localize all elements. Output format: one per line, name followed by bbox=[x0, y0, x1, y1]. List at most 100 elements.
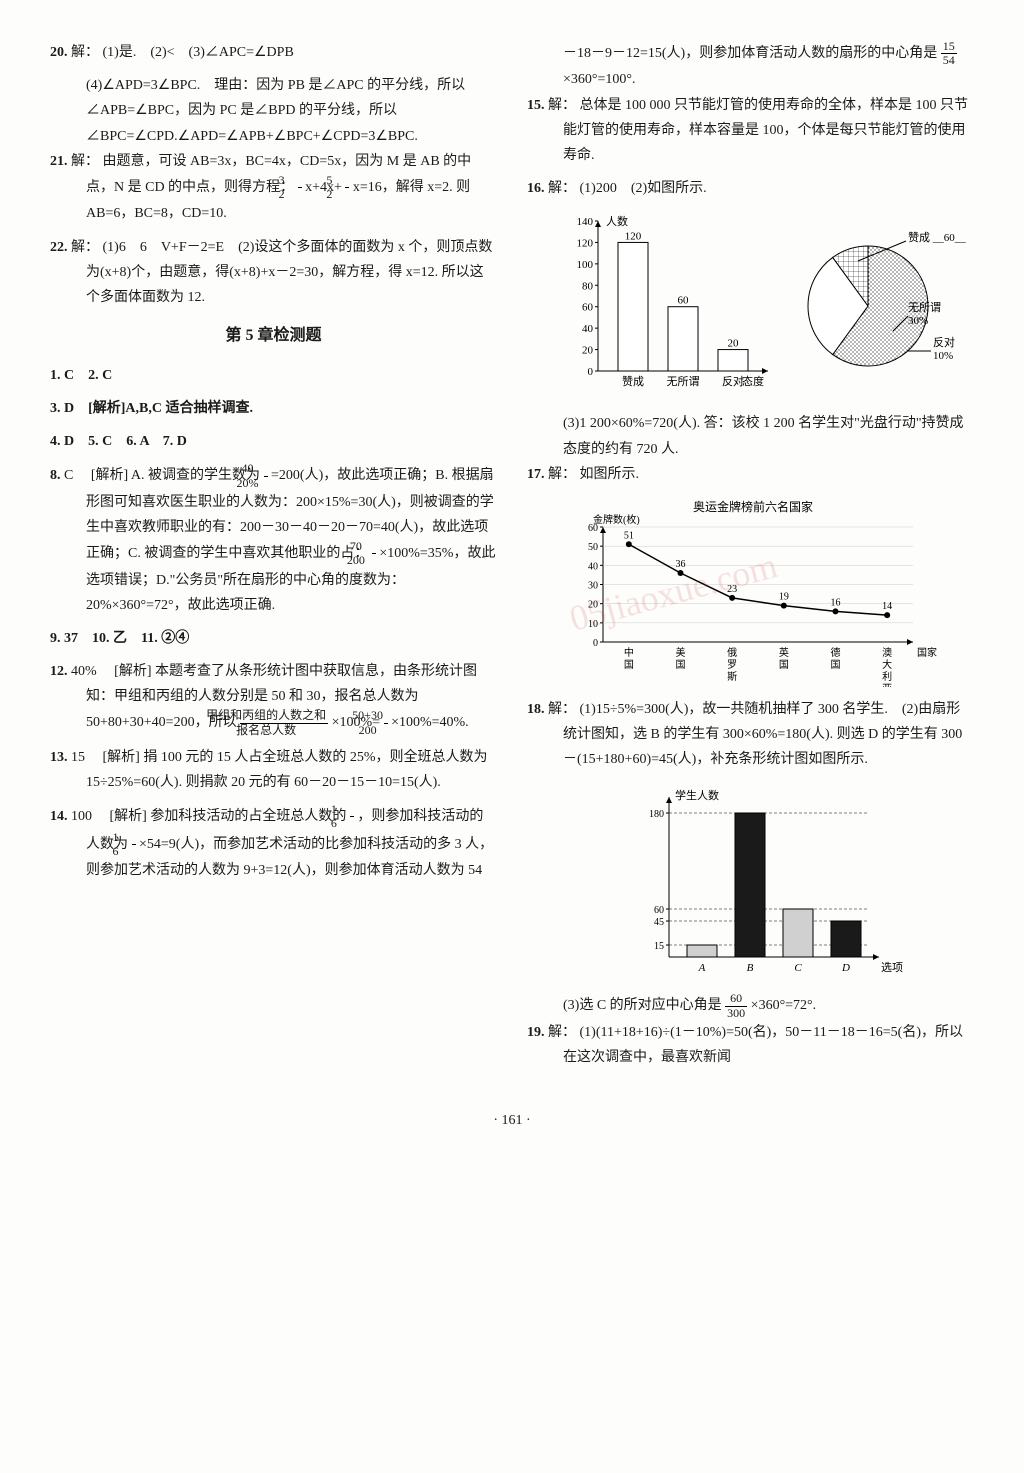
q-num: 8. bbox=[50, 468, 61, 483]
svg-text:15: 15 bbox=[654, 941, 664, 952]
q-num: 14. bbox=[50, 809, 68, 824]
q-text: (1)是. (2)< (3)∠APC=∠DPB bbox=[103, 45, 294, 60]
svg-text:赞成 __60__ %: 赞成 __60__ % bbox=[908, 231, 968, 244]
svg-text:30: 30 bbox=[588, 580, 598, 591]
svg-text:德: 德 bbox=[831, 646, 841, 659]
fraction: 70200 bbox=[372, 540, 376, 567]
svg-text:C: C bbox=[794, 962, 802, 974]
svg-text:中: 中 bbox=[624, 646, 634, 659]
q20-cont: (4)∠APD=3∠BPC. 理由：因为 PB 是∠APC 的平分线，所以∠AP… bbox=[50, 73, 497, 149]
q-num: 12. bbox=[50, 664, 68, 679]
a12: 12. 40% [解析] 本题考查了从条形统计图中获取信息，由条形统计图知：甲组… bbox=[50, 659, 497, 737]
svg-text:20: 20 bbox=[582, 345, 594, 357]
a16: 16. 解： (1)200 (2)如图所示. bbox=[527, 176, 974, 201]
svg-text:国: 国 bbox=[831, 659, 841, 671]
a9: 9. 37 10. 乙 11. ②④ bbox=[50, 626, 497, 651]
q-num: 22. bbox=[50, 240, 68, 255]
svg-text:36: 36 bbox=[676, 559, 686, 570]
a19: 19. 解： (1)(11+18+16)÷(1－10%)=50(名)，50－11… bbox=[527, 1020, 974, 1070]
svg-text:选项: 选项 bbox=[881, 961, 903, 974]
a1: 1. C 2. C bbox=[50, 363, 497, 388]
svg-text:14: 14 bbox=[882, 601, 892, 612]
a17: 17. 解： 如图所示. bbox=[527, 462, 974, 487]
svg-text:亚: 亚 bbox=[882, 684, 892, 687]
fraction: 16 bbox=[132, 831, 136, 858]
svg-text:奥运金牌榜前六名国家: 奥运金牌榜前六名国家 bbox=[693, 499, 813, 514]
chart17-line: 奥运金牌榜前六名国家010203040506051中国36美国23俄罗斯19英国… bbox=[563, 497, 943, 687]
svg-text:B: B bbox=[746, 962, 753, 974]
svg-text:16: 16 bbox=[831, 597, 841, 608]
q-num: 17. bbox=[527, 467, 545, 482]
svg-text:180: 180 bbox=[649, 809, 664, 820]
svg-text:60: 60 bbox=[678, 295, 690, 307]
svg-text:A: A bbox=[697, 962, 705, 974]
a3: 3. D [解析]A,B,C 适合抽样调查. bbox=[50, 396, 497, 421]
svg-text:0: 0 bbox=[593, 638, 598, 649]
chart16-bar: 020406080100120140120赞成60无所谓20反对人数态度 bbox=[563, 211, 773, 401]
q-num: 19. bbox=[527, 1025, 545, 1040]
svg-text:反对: 反对 bbox=[722, 374, 744, 388]
q-num: 16. bbox=[527, 181, 545, 196]
q-num: 20. bbox=[50, 45, 68, 60]
svg-text:国: 国 bbox=[676, 659, 686, 671]
a16-text3: (3)1 200×60%=720(人). 答：该校 1 200 名学生对"光盘行… bbox=[527, 411, 974, 461]
svg-text:罗: 罗 bbox=[727, 659, 737, 671]
svg-text:利: 利 bbox=[882, 671, 892, 683]
svg-text:反对: 反对 bbox=[933, 335, 955, 349]
fraction: 16 bbox=[350, 803, 354, 830]
svg-text:美: 美 bbox=[676, 646, 686, 659]
svg-text:20: 20 bbox=[588, 600, 598, 611]
q-text: (1)6 6 V+F－2=E (2)设这个多面体的面数为 x 个，则顶点数为(x… bbox=[86, 240, 492, 305]
a18-text3: (3)选 C 的所对应中心角是 60300 ×360°=72°. bbox=[527, 992, 974, 1019]
svg-text:50: 50 bbox=[588, 542, 598, 553]
svg-text:40: 40 bbox=[588, 561, 598, 572]
page-content: 20. 解： (1)是. (2)< (3)∠APC=∠DPB (4)∠APD=3… bbox=[50, 40, 974, 1078]
svg-text:无所谓: 无所谓 bbox=[908, 301, 941, 314]
fraction: 1554 bbox=[941, 40, 957, 67]
a13: 13. 15 [解析] 捐 100 元的 15 人占全班总人数的 25%，则全班… bbox=[50, 745, 497, 795]
svg-text:英: 英 bbox=[779, 646, 789, 659]
svg-text:120: 120 bbox=[625, 231, 642, 243]
svg-text:赞成: 赞成 bbox=[622, 375, 644, 388]
svg-text:无所谓: 无所谓 bbox=[667, 375, 700, 388]
chart18-bar: 154560180ABCD学生人数选项 bbox=[629, 782, 909, 982]
fraction: 52 bbox=[345, 174, 349, 201]
q20: 20. 解： (1)是. (2)< (3)∠APC=∠DPB bbox=[50, 40, 497, 65]
svg-text:60: 60 bbox=[654, 905, 664, 916]
svg-text:大: 大 bbox=[882, 658, 892, 671]
q-num: 13. bbox=[50, 750, 68, 765]
svg-text:国: 国 bbox=[779, 659, 789, 671]
fraction-text: 甲组和丙组的人数之和报名总人数 bbox=[240, 709, 328, 736]
svg-text:金牌数(枚): 金牌数(枚) bbox=[593, 513, 640, 526]
q-label: 解： bbox=[71, 154, 99, 169]
svg-text:30%: 30% bbox=[908, 315, 928, 327]
svg-text:D: D bbox=[841, 962, 850, 974]
svg-text:10: 10 bbox=[588, 619, 598, 630]
svg-text:19: 19 bbox=[779, 591, 789, 602]
q-num: 21. bbox=[50, 154, 68, 169]
a14-cont: －18－9－12=15(人)，则参加体育活动人数的扇形的中心角是 1554 ×3… bbox=[527, 40, 974, 93]
chart16-container: 020406080100120140120赞成60无所谓20反对人数态度 赞成 … bbox=[563, 211, 974, 401]
svg-text:20: 20 bbox=[728, 338, 740, 350]
svg-text:人数: 人数 bbox=[606, 215, 628, 228]
svg-text:10%: 10% bbox=[933, 350, 953, 362]
q21: 21. 解： 由题意，可设 AB=3x，BC=4x，CD=5x，因为 M 是 A… bbox=[50, 149, 497, 227]
q-label: 解： bbox=[71, 45, 99, 60]
q-num: 15. bbox=[527, 98, 545, 113]
svg-text:100: 100 bbox=[577, 259, 594, 271]
svg-text:60: 60 bbox=[582, 302, 594, 314]
a14: 14. 100 [解析] 参加科技活动的占全班总人数的 16 ，则参加科技活动的… bbox=[50, 803, 497, 883]
svg-text:80: 80 bbox=[582, 281, 594, 293]
q-num: 18. bbox=[527, 702, 545, 717]
fraction: 4020% bbox=[264, 462, 268, 489]
svg-text:140: 140 bbox=[577, 216, 594, 228]
a4: 4. D 5. C 6. A 7. D bbox=[50, 429, 497, 454]
fraction: 50+30200 bbox=[384, 709, 388, 736]
svg-text:45: 45 bbox=[654, 917, 664, 928]
a18: 18. 解： (1)15÷5%=300(人)，故一共随机抽样了 300 名学生.… bbox=[527, 697, 974, 773]
chart16-pie: 赞成 __60__ % 无所谓30% 反对10% bbox=[788, 211, 968, 391]
fraction: 60300 bbox=[725, 992, 747, 1019]
svg-text:斯: 斯 bbox=[727, 670, 737, 683]
left-column: 20. 解： (1)是. (2)< (3)∠APC=∠DPB (4)∠APD=3… bbox=[50, 40, 497, 1078]
svg-text:0: 0 bbox=[588, 366, 594, 378]
